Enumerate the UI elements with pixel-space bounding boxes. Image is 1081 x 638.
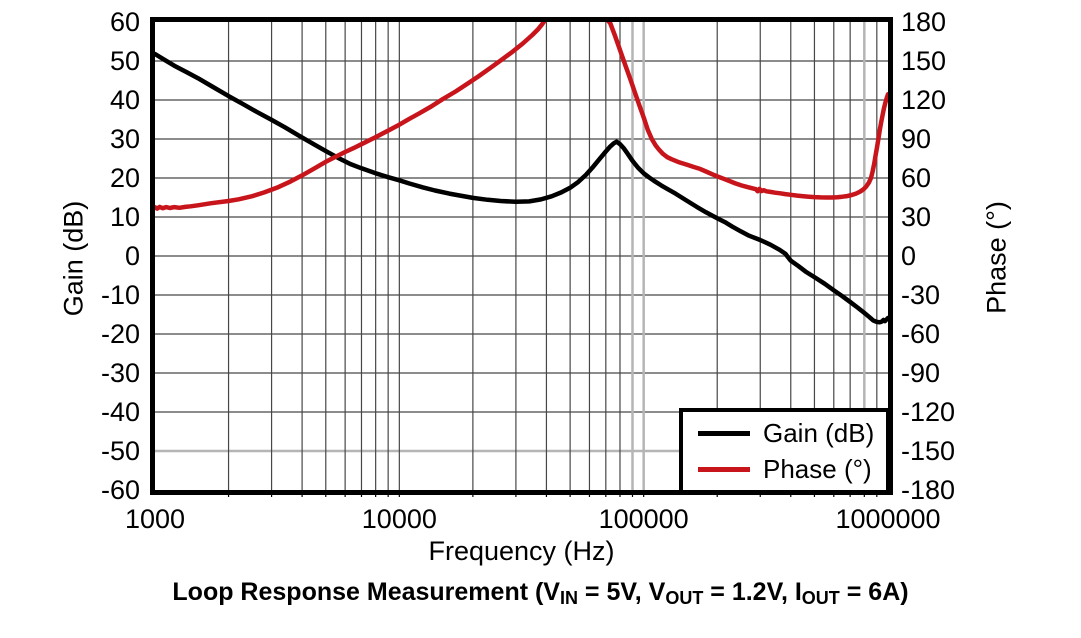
phase-tick-label: 120: [901, 84, 947, 115]
y-axis-label-gain: Gain (dB): [58, 200, 89, 316]
gain-tick-label: 20: [109, 162, 140, 193]
legend-label-gain: Gain (dB): [763, 418, 875, 448]
title-text: = 6A): [839, 578, 909, 606]
legend-item-gain: Gain (dB): [698, 418, 886, 448]
gain-tick-label: -20: [100, 318, 140, 349]
gain-tick-label: -60: [100, 474, 140, 505]
gain-tick-label: 60: [109, 6, 140, 37]
x-axis-label-frequency: Frequency (Hz): [428, 536, 615, 566]
phase-tick-label: 150: [901, 45, 947, 76]
frequency-tick-label: 1000: [124, 504, 186, 534]
gain-tick-label: 10: [109, 201, 140, 232]
gain-tick-label: 50: [109, 45, 140, 76]
gain-tick-label: 0: [124, 240, 140, 271]
title-subscript: IN: [559, 587, 578, 608]
phase-tick-label: -180: [901, 474, 956, 505]
gain-line-swatch: [698, 430, 750, 436]
phase-tick-label: -30: [901, 279, 941, 310]
phase-tick-label: 0: [901, 240, 917, 271]
gain-tick-label: -10: [100, 279, 140, 310]
phase-tick-label: -60: [901, 318, 941, 349]
phase-tick-label: 60: [901, 162, 932, 193]
legend-item-phase: Phase (°): [698, 454, 886, 484]
phase-tick-label: -150: [901, 435, 956, 466]
frequency-tick-label: 1000000: [835, 504, 941, 534]
gain-curve: [155, 51, 888, 325]
phase-line-swatch: [698, 466, 750, 472]
phase-tick-label: 180: [901, 6, 947, 37]
legend: Gain (dB) Phase (°): [679, 408, 890, 494]
title-subscript: OUT: [665, 587, 704, 608]
phase-curve: [155, 22, 888, 211]
gain-tick-label: 40: [109, 84, 140, 115]
title-subscript: OUT: [801, 587, 840, 608]
phase-tick-label: 90: [901, 123, 932, 154]
gain-tick-label: -40: [100, 396, 140, 427]
title-text: = 5V, V: [577, 578, 666, 606]
gain-tick-label: -30: [100, 357, 140, 388]
title-text: Loop Response Measurement (V: [172, 578, 560, 606]
phase-tick-label: 30: [901, 201, 932, 232]
plot-border: [150, 17, 893, 495]
title-text: = 1.2V, I: [703, 578, 802, 606]
legend-label-phase: Phase (°): [763, 454, 872, 484]
gain-tick-label: 30: [109, 123, 140, 154]
frequency-tick-label: 10000: [361, 504, 437, 534]
y-axis-label-phase: Phase (°): [981, 200, 1012, 314]
frequency-tick-label: 100000: [598, 504, 689, 534]
phase-tick-label: -90: [901, 357, 941, 388]
chart-title: Loop Response Measurement (VIN = 5V, VOU…: [0, 578, 1081, 609]
gain-tick-label: -50: [100, 435, 140, 466]
phase-tick-label: -120: [901, 396, 956, 427]
